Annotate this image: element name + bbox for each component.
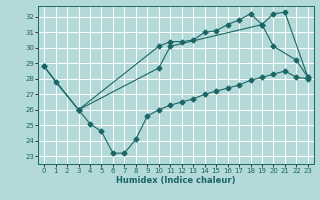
X-axis label: Humidex (Indice chaleur): Humidex (Indice chaleur) [116,176,236,185]
